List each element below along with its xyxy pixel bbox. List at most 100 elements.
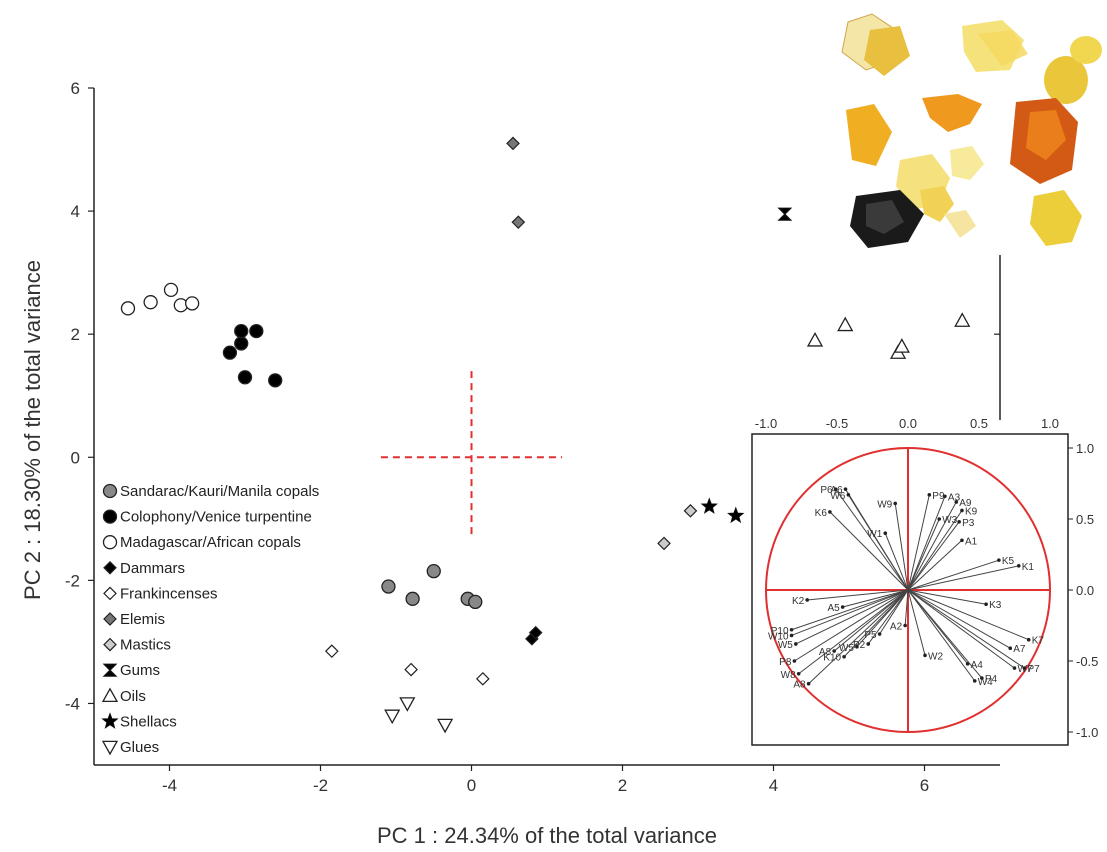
- series-0: [381, 563, 483, 610]
- data-point: [426, 563, 441, 579]
- loading-vector: W3: [907, 515, 958, 591]
- legend-label: Colophony/Venice turpentine: [120, 509, 312, 526]
- inset-x-tick-label: 1.0: [1041, 416, 1059, 431]
- loading-vector: K2: [792, 589, 909, 607]
- loading-vector: P4: [907, 589, 998, 685]
- loading-label: W4: [978, 677, 993, 688]
- loading-vector: P7: [907, 589, 1040, 675]
- loading-label: A8: [793, 680, 806, 691]
- x-tick-label: -4: [162, 776, 177, 795]
- inset-y-tick-label: 1.0: [1076, 441, 1094, 456]
- legend-marker: [103, 612, 117, 626]
- loading-point: [792, 659, 797, 663]
- legend-label: Shellacs: [120, 713, 177, 730]
- y-axis-label: PC 2 : 18.30% of the total variance: [20, 260, 45, 600]
- loading-label: W10: [768, 631, 789, 642]
- loading-arrow: [907, 589, 987, 605]
- legend-label: Sandarac/Kauri/Manila copals: [120, 483, 319, 500]
- loading-point: [960, 508, 964, 513]
- data-point: [184, 296, 200, 311]
- y-tick-label: -4: [65, 694, 80, 713]
- loading-label: P5: [864, 630, 877, 641]
- loading-label: P9: [932, 491, 945, 502]
- x-tick-label: 6: [920, 776, 929, 795]
- loading-vector: P5: [864, 589, 909, 641]
- legend-item: Oils: [101, 687, 146, 705]
- legend-marker: [102, 483, 118, 499]
- loading-vector: W1: [867, 529, 909, 591]
- series-4: [324, 644, 490, 686]
- loading-arrow: [894, 503, 909, 591]
- loading-label: A8: [819, 647, 832, 658]
- loading-vector: A8: [819, 589, 909, 658]
- loading-vector: W10: [768, 589, 909, 642]
- data-point: [143, 295, 158, 310]
- loading-label: K2: [792, 596, 805, 607]
- y-tick-label: 2: [71, 325, 80, 344]
- loading-point: [1022, 666, 1027, 670]
- legend-marker: [101, 740, 119, 756]
- loading-arrow: [884, 533, 909, 591]
- loading-label: W3: [942, 515, 957, 526]
- loading-vector: W8: [781, 589, 909, 681]
- loading-label: K6: [815, 508, 828, 519]
- loading-point: [943, 494, 947, 499]
- loading-point: [997, 558, 1001, 562]
- loading-arrow: [907, 589, 926, 656]
- loading-arrow: [907, 589, 1029, 641]
- loading-arrow: [907, 589, 1011, 649]
- loading-vector: A8: [793, 589, 909, 691]
- loading-arrow: [907, 510, 963, 591]
- loading-point: [954, 500, 959, 504]
- legend-item: Frankincenses: [103, 585, 218, 602]
- loading-vector: A5: [827, 589, 909, 614]
- data-point: [683, 503, 698, 518]
- loading-arrow: [867, 589, 909, 645]
- loading-arrow: [842, 589, 909, 608]
- loading-vector: K9: [907, 506, 978, 591]
- inset-y-tick-label: -0.5: [1076, 654, 1098, 669]
- legend-marker: [102, 509, 118, 524]
- legend-marker: [101, 712, 119, 729]
- inset-x-tick-label: -0.5: [826, 416, 848, 431]
- loading-label: K1: [1022, 562, 1035, 573]
- loading-vector: K6: [815, 508, 909, 591]
- loading-point: [789, 627, 794, 632]
- series-5: [506, 136, 526, 230]
- loading-point: [846, 493, 851, 497]
- loading-vector: W6: [830, 491, 909, 591]
- loading-arrow: [907, 496, 946, 591]
- data-point: [222, 345, 238, 360]
- loading-vector: K10: [823, 589, 909, 664]
- loading-arrow: [794, 589, 909, 662]
- loading-arrow: [798, 589, 909, 675]
- data-point: [700, 497, 718, 514]
- legend-item: Sandarac/Kauri/Manila copals: [102, 483, 319, 500]
- loading-point: [927, 493, 932, 497]
- data-point: [237, 370, 253, 385]
- legend-label: Madagascar/African copals: [120, 534, 301, 551]
- loading-point: [833, 487, 838, 491]
- loading-vector: W5: [778, 589, 909, 651]
- loading-label: W9: [877, 499, 892, 510]
- loading-point: [855, 645, 859, 649]
- legend-label: Elemis: [120, 611, 165, 628]
- loading-vector: K1: [907, 562, 1035, 591]
- loading-label: K3: [989, 600, 1002, 611]
- data-point: [384, 709, 401, 725]
- loading-point: [806, 681, 811, 686]
- resin-pieces-photo: [841, 13, 1102, 248]
- legend-marker: [103, 637, 117, 652]
- loading-arrow: [791, 589, 909, 631]
- legend-label: Oils: [120, 688, 146, 705]
- loading-vector: A3: [907, 492, 961, 591]
- y-tick-label: 4: [71, 202, 80, 221]
- loading-vector: A1: [907, 536, 978, 591]
- loading-arrow: [795, 589, 909, 645]
- legend-item: Gums: [102, 662, 160, 679]
- x-axis-label: PC 1 : 24.34% of the total variance: [377, 823, 717, 848]
- loading-label: A4: [971, 660, 984, 671]
- data-point: [777, 207, 793, 221]
- loading-arrow: [807, 589, 909, 601]
